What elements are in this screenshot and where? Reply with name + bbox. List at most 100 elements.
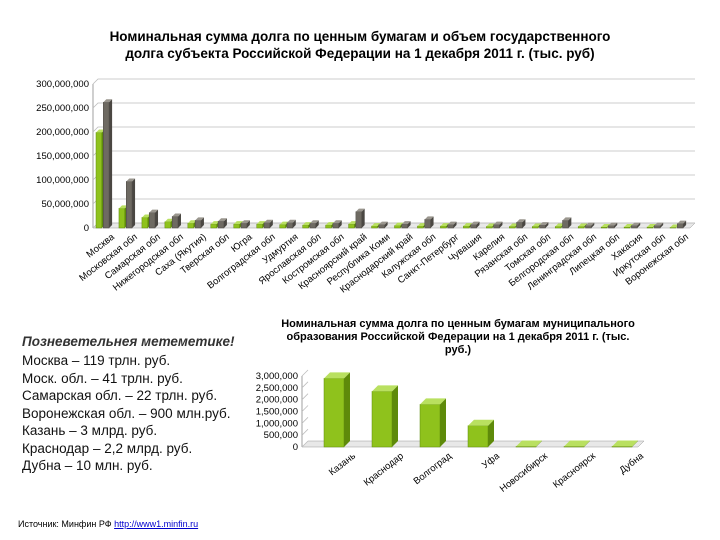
main-chart-bar-total-debt-top [264, 219, 273, 223]
main-chart-bar-securities-front [325, 224, 332, 229]
main-chart-bar-total-debt [309, 220, 319, 229]
main-chart-bar-total-debt-side [430, 216, 434, 228]
main-chart-bar-securities-front [302, 224, 309, 229]
main-chart-bar-total-debt-side [155, 209, 159, 228]
muni-chart-gridline [301, 417, 309, 424]
main-chart-bar-securities-top [486, 223, 496, 227]
main-chart-bar-total-debt-top [241, 220, 250, 224]
main-chart-bar-securities-top [325, 222, 335, 226]
muni-chart-bar-side [584, 440, 590, 447]
muni-chart-bar-top [324, 372, 350, 379]
facts-heading: Позневетельнея метеметике! [22, 334, 235, 349]
main-chart-bar-securities-front [486, 226, 493, 229]
main-chart-bar-total-debt-front [401, 223, 408, 229]
muni-chart-bar-top [468, 419, 494, 426]
main-chart-title: Номинальная сумма долга по ценным бумага… [40, 28, 680, 62]
muni-chart-bar [611, 440, 638, 448]
main-chart-bar-total-debt-top [539, 222, 549, 226]
main-chart-bar-total-debt-top [103, 99, 113, 103]
main-chart-bar-total-debt-top [286, 219, 296, 223]
main-chart-bar-total-debt-top [309, 220, 319, 224]
main-chart-bar-total-debt-side [591, 222, 595, 228]
main-chart-bar-total-debt-side [338, 220, 342, 228]
main-chart-bar-securities-top [210, 221, 220, 225]
main-chart-y-tick: 0 [84, 223, 89, 234]
main-chart-bar-total-debt-front [332, 222, 339, 229]
main-chart-bar-total-debt [539, 222, 549, 229]
muni-chart-gridline [301, 440, 309, 448]
main-chart-bar-total-debt-top [447, 221, 457, 225]
main-chart-bar-total-debt-front [103, 101, 110, 229]
main-chart-bar-securities-top [532, 223, 542, 227]
source-label: Источник: Минфин РФ [18, 519, 112, 529]
main-chart-bar-total-debt-side [407, 221, 411, 228]
main-chart-bar-securities-front [532, 226, 539, 229]
main-chart-bar-total-debt-front [263, 222, 271, 229]
main-chart-bar-securities-top [440, 223, 450, 227]
muni-chart-gridline [301, 405, 309, 412]
main-chart-bar-securities-top [417, 223, 427, 227]
main-chart-bar-securities-top [624, 224, 633, 228]
main-chart-gridlines [92, 78, 696, 229]
facts-line: Самарская обл. – 22 трлн. руб. [22, 388, 218, 403]
muni-chart-title-line2: образования Российской Федерации на 1 де… [286, 331, 630, 343]
main-chart-bar-securities-front [554, 226, 562, 229]
main-chart-bar-total-debt-side [109, 99, 113, 229]
main-chart-bar-total-debt-top [332, 220, 342, 224]
source-link[interactable]: http://www1.minfin.ru [114, 519, 199, 529]
main-chart-bar-securities-front [256, 223, 263, 229]
main-chart-bar-total-debt [562, 217, 572, 229]
main-chart-bar-total-debt-front [148, 212, 156, 229]
muni-chart-gridline [301, 381, 309, 389]
main-chart-bar-total-debt-front [286, 222, 294, 229]
main-chart-bar-total-debt-front [126, 181, 133, 229]
main-chart-bar-securities-top [463, 223, 473, 227]
main-chart-bar-securities-top [394, 222, 404, 226]
main-chart-bar-total-debt-top [470, 221, 480, 225]
muni-chart-title-line3: руб.) [444, 344, 472, 356]
muni-chart-x-tick: Уфа [480, 450, 502, 471]
main-chart-bar-total-debt [585, 222, 595, 229]
main-chart-title-line2: долга субъекта Российской Федерации на 1… [125, 46, 595, 61]
main-chart-bar-securities-front [623, 226, 631, 229]
main-chart-bar-total-debt [677, 220, 687, 229]
muni-chart-bar-side [344, 372, 350, 447]
main-chart-y-tick: 300,000,000 [36, 79, 89, 90]
muni-chart-x-tick: Новосибирск [498, 450, 551, 495]
main-chart-bar-securities-front [463, 225, 470, 229]
main-chart-bar-securities-top [670, 224, 679, 228]
main-chart-bar-total-debt-side [660, 222, 664, 228]
main-chart-bar-securities-front [187, 222, 194, 229]
main-chart-bar-securities-front [371, 225, 378, 229]
main-chart-bar-total-debt-front [194, 220, 202, 229]
main-chart-bar-total-debt-side [177, 213, 181, 228]
main-chart-bar-total-debt-side [384, 221, 388, 228]
main-chart-bar-securities-front [509, 226, 516, 229]
main-chart-bar-total-debt [631, 222, 641, 229]
main-chart-bar-total-debt-front [424, 219, 431, 229]
main-chart-bar-total-debt [493, 221, 503, 229]
muni-chart-y-tick: 1,500,000 [256, 407, 298, 418]
main-chart-bar-total-debt-front [447, 224, 454, 229]
main-chart-bar-securities-top [256, 221, 266, 225]
main-chart-bar-securities-top [371, 223, 381, 227]
main-chart-bar-total-debt [654, 222, 664, 229]
main-chart-bar-securities-top [601, 224, 610, 228]
muni-chart-bar [563, 440, 590, 448]
main-chart-bar-securities-top [118, 205, 128, 209]
main-chart-bar-total-debt-side [200, 217, 204, 228]
muni-chart-bar-side [440, 398, 446, 447]
muni-chart-bar-front [371, 391, 393, 448]
main-chart-bar-total-debt-front [240, 222, 248, 229]
main-chart-bar-total-debt-front [562, 220, 569, 229]
muni-chart-bar-side [632, 440, 638, 447]
muni-chart-bar-side [392, 385, 398, 447]
main-chart-bar-securities-top [302, 222, 312, 226]
muni-chart-bar-front [419, 404, 441, 448]
main-chart-bar-total-debt-front [654, 225, 661, 229]
main-chart-bar-total-debt-side [361, 208, 365, 228]
main-chart-bar-total-debt-side [683, 220, 687, 228]
main-chart-bar-securities-front [348, 223, 355, 229]
muni-chart-bar [467, 419, 494, 448]
main-chart-title-line1: Номинальная сумма долга по ценным бумага… [109, 29, 611, 44]
